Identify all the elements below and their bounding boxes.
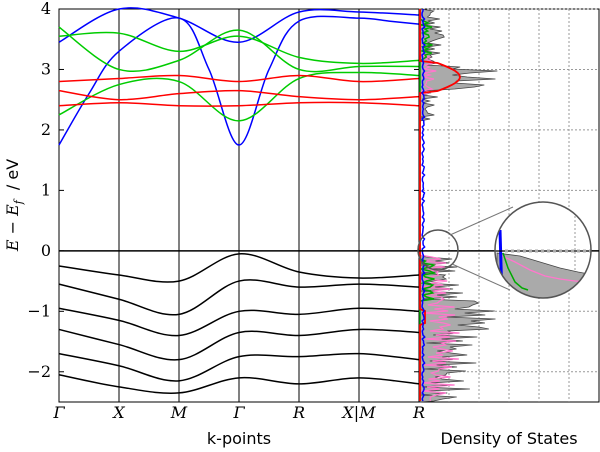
dos-blue-curve [420, 8, 427, 402]
band-line [58, 31, 420, 65]
y-tick-label: 1 [41, 180, 51, 199]
kpoint-label: X [111, 403, 125, 422]
y-tick-label: 2 [41, 120, 51, 139]
band-line [58, 279, 420, 316]
dos-x-axis-label: Density of States [440, 429, 577, 448]
zoom-source-circle [417, 229, 459, 271]
y-axis-label: E − Ef/ eV [3, 159, 25, 252]
band-line [58, 253, 420, 283]
inset-green-curve [502, 252, 529, 291]
dos-panel: Density of States [417, 8, 600, 448]
y-axis-ticks: −2 −1 0 1 2 3 4 [27, 0, 419, 381]
svg-text:E − Ef/ eV: E − Ef/ eV [3, 159, 25, 252]
band-line [58, 374, 420, 394]
band-line [58, 7, 420, 44]
y-tick-label: −1 [27, 301, 51, 320]
band-line [58, 26, 420, 73]
y-tick-label: 0 [41, 241, 51, 260]
zoom-connector-bottom [451, 263, 511, 291]
x-axis-kpoint-labels: Γ X M Γ R X|M R [52, 403, 425, 422]
dos-total-area [419, 8, 498, 403]
y-tick-label: 4 [41, 0, 51, 18]
kpoint-label: Γ [232, 403, 245, 422]
zoom-connector-top [449, 206, 514, 236]
band-lines [58, 7, 420, 394]
band-line [58, 89, 420, 101]
band-line [58, 71, 420, 122]
kpoint-label: M [170, 403, 188, 422]
kpoint-label: X|M [340, 403, 376, 422]
kpoint-divider-lines [118, 9, 360, 402]
band-line [58, 307, 420, 337]
dos-red-curve [419, 9, 461, 401]
zoom-inset [494, 201, 592, 299]
inset-pink-curve [499, 254, 591, 284]
band-line [58, 352, 420, 382]
inset-blue-curve [498, 229, 504, 298]
y-tick-label: 3 [41, 59, 51, 78]
x-axis-label: k-points [207, 429, 271, 448]
kpoint-label: Γ [52, 403, 65, 422]
y-tick-label: −2 [27, 362, 51, 381]
band-line [58, 101, 420, 107]
kpoint-label: R [292, 403, 305, 422]
band-structure-panel: −2 −1 0 1 2 3 4 Γ X M Γ R X|M R k-points E − Ef/ eV [3, 0, 425, 448]
band-line [58, 15, 420, 146]
band-line [58, 328, 420, 361]
kpoint-label: R [412, 403, 425, 422]
band-line [58, 74, 420, 83]
